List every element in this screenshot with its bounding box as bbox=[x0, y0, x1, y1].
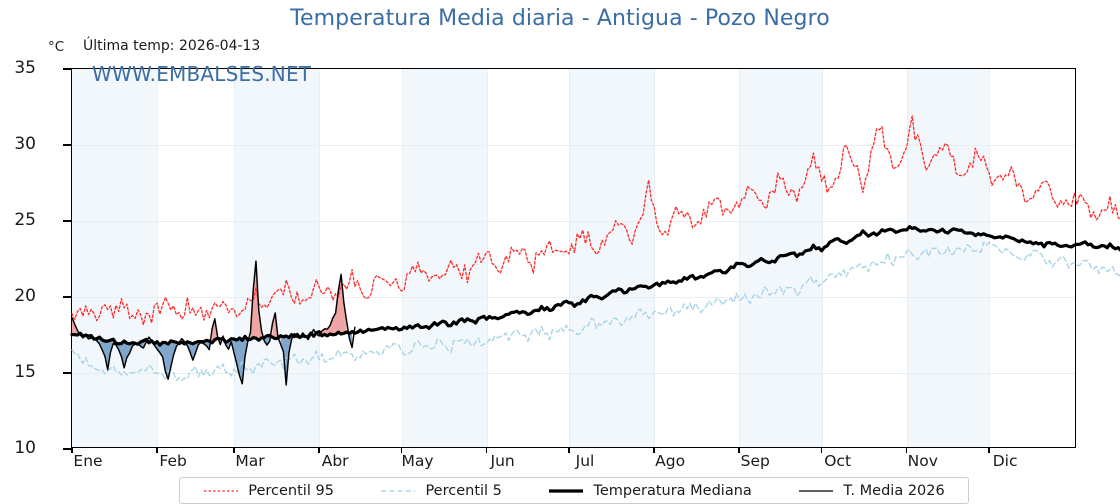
y-axis-tick-label: 10 bbox=[14, 438, 36, 458]
grid-line-vertical bbox=[739, 69, 741, 447]
x-axis-tick-mark bbox=[400, 448, 403, 453]
y-axis-tick-label: 25 bbox=[14, 210, 36, 230]
month-band bbox=[401, 69, 487, 447]
grid-line-vertical bbox=[654, 69, 656, 447]
anomaly-fill-below-median bbox=[225, 338, 248, 384]
series-line-t-media-2026 bbox=[71, 260, 356, 386]
grid-line-vertical bbox=[486, 69, 488, 447]
y-axis-tick-label: 15 bbox=[14, 362, 36, 382]
x-axis-tick-label: Ago bbox=[655, 452, 686, 470]
last-temp-label: Última temp: 2026-04-13 bbox=[83, 38, 261, 54]
month-band bbox=[739, 69, 822, 447]
y-axis-tick-label: 30 bbox=[14, 134, 36, 154]
grid-line-horizontal bbox=[72, 373, 1075, 374]
month-bands bbox=[72, 69, 1075, 447]
legend-swatch-1 bbox=[204, 489, 239, 492]
chart-title: Temperatura Media diaria - Antigua - Poz… bbox=[290, 6, 830, 31]
x-axis-tick-mark bbox=[905, 448, 908, 453]
y-axis-tick-label: 20 bbox=[14, 286, 36, 306]
legend-label: T. Media 2026 bbox=[843, 482, 945, 499]
x-axis-tick-mark bbox=[318, 448, 320, 453]
x-axis-tick-mark bbox=[568, 448, 570, 453]
anomaly-fill-above-median bbox=[250, 261, 262, 340]
grid-line-horizontal bbox=[72, 221, 1075, 222]
y-axis-tick-label: 35 bbox=[14, 58, 36, 78]
y-axis-tick-mark bbox=[63, 448, 71, 450]
y-axis-tick-mark bbox=[63, 372, 71, 374]
grid-line-vertical bbox=[319, 69, 321, 447]
x-axis-tick-label: Abr bbox=[321, 452, 349, 470]
watermark-label: WWW.EMBALSES.NET bbox=[92, 62, 312, 86]
grid-line-vertical bbox=[157, 69, 159, 447]
x-axis-tick-label: Dic bbox=[992, 452, 1018, 470]
x-axis-tick-mark bbox=[988, 448, 990, 453]
grid-line-vertical bbox=[989, 69, 991, 447]
x-axis-tick-mark bbox=[738, 448, 740, 453]
x-axis-tick-label: Jul bbox=[575, 452, 595, 470]
legend-item[interactable]: Percentil 5 bbox=[380, 482, 502, 499]
anomaly-fill-above-median bbox=[72, 317, 81, 335]
month-band bbox=[569, 69, 655, 447]
grid-line-vertical bbox=[906, 69, 908, 447]
x-axis-tick-label: Ene bbox=[73, 452, 103, 470]
legend-item[interactable]: Temperatura Mediana bbox=[548, 482, 752, 499]
y-axis-tick-mark bbox=[63, 68, 71, 70]
plot-area bbox=[70, 68, 1120, 448]
x-axis-tick-label: Nov bbox=[907, 452, 938, 470]
legend-swatch-3 bbox=[549, 488, 584, 493]
month-band bbox=[234, 69, 320, 447]
grid-line-horizontal bbox=[72, 145, 1075, 146]
x-axis-tick-mark bbox=[156, 448, 158, 453]
y-axis-unit-label: °C bbox=[48, 39, 65, 55]
anomaly-fill-above-median bbox=[321, 274, 347, 335]
grid-line-vertical bbox=[401, 69, 403, 447]
month-band bbox=[906, 69, 990, 447]
x-axis-tick-mark bbox=[233, 448, 235, 453]
x-axis-tick-mark bbox=[485, 448, 488, 453]
grid-lines bbox=[72, 69, 1075, 447]
legend-item[interactable]: Percentil 95 bbox=[203, 483, 334, 499]
series-line-temperatura-mediana bbox=[70, 225, 1120, 347]
grid-line-vertical bbox=[234, 69, 235, 447]
series-canvas bbox=[70, 115, 1120, 386]
x-axis-tick-mark bbox=[820, 448, 823, 453]
legend-swatch-2 bbox=[381, 489, 416, 492]
x-axis-tick-label: Feb bbox=[159, 452, 187, 470]
x-axis-tick-label: Sep bbox=[740, 452, 770, 470]
legend-item[interactable]: T. Media 2026 bbox=[798, 482, 945, 499]
grid-line-vertical bbox=[569, 69, 570, 447]
y-axis-tick-mark bbox=[63, 220, 71, 222]
y-axis-tick-mark bbox=[63, 144, 71, 146]
x-axis-tick-label: Mar bbox=[235, 452, 265, 470]
legend-swatch-4 bbox=[799, 489, 834, 492]
series-line-percentil-95 bbox=[71, 115, 1120, 326]
legend-label: Percentil 95 bbox=[248, 482, 334, 499]
grid-line-vertical bbox=[821, 69, 823, 447]
series-line-percentil-5 bbox=[71, 241, 1120, 382]
anomaly-fill-below-median bbox=[187, 342, 199, 361]
anomaly-fill-below-median bbox=[88, 336, 147, 370]
month-band bbox=[72, 69, 158, 447]
x-axis-tick-label: May bbox=[401, 452, 434, 470]
legend-label: Temperatura Mediana bbox=[593, 482, 752, 499]
y-axis-tick-mark bbox=[63, 296, 71, 298]
legend-label: Percentil 5 bbox=[425, 482, 502, 499]
x-axis-tick-label: Oct bbox=[824, 452, 852, 470]
grid-line-horizontal bbox=[72, 297, 1075, 298]
anomaly-fill-below-median bbox=[280, 335, 292, 385]
x-axis-tick-mark bbox=[653, 448, 655, 453]
x-axis-tick-label: Jun bbox=[490, 452, 515, 470]
x-axis-tick-mark bbox=[71, 448, 73, 453]
